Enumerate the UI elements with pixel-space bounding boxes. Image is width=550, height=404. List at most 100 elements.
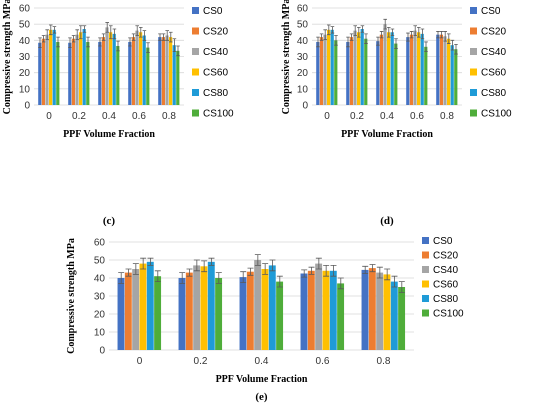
x-tick-label: 0.2 <box>350 111 364 122</box>
y-tick-label: 0 <box>24 101 30 112</box>
x-tick-label: 0.4 <box>102 111 116 122</box>
bar-cs60 <box>79 32 83 105</box>
y-tick-label: 10 <box>297 84 309 95</box>
y-tick-label: 0 <box>302 101 308 112</box>
bar-cs60 <box>109 32 113 105</box>
y-tick-label: 20 <box>94 310 106 321</box>
error-bar <box>98 37 102 47</box>
bar-cs80 <box>112 33 116 105</box>
bar-cs100 <box>424 46 428 105</box>
bar-cs40 <box>376 272 384 350</box>
error-bar <box>52 26 57 34</box>
error-bar <box>454 43 458 55</box>
legend-swatch <box>470 109 477 117</box>
bar-cs60 <box>447 38 451 105</box>
error-bar <box>376 266 383 279</box>
panel-label: (e) <box>255 391 268 403</box>
error-bar <box>71 35 76 43</box>
chart-panel-2: 0 10 20 30 40 50 60 0 0.2 0.4 0.6 0.8 PPF Volume Fra… <box>281 0 512 227</box>
error-bar <box>215 272 222 284</box>
error-bar <box>109 25 113 40</box>
bar-cs60 <box>387 32 391 105</box>
error-bar <box>101 33 106 41</box>
error-bar <box>118 272 125 284</box>
bar-cs80 <box>450 45 454 105</box>
error-bar <box>391 275 398 288</box>
bar-cs0 <box>406 37 410 105</box>
x-tick-label: 0.6 <box>132 111 146 122</box>
bar-cs0 <box>178 278 186 350</box>
legend-label: CS100 <box>203 109 234 120</box>
bar-cs0 <box>98 41 102 105</box>
error-bar <box>142 30 147 41</box>
y-tick-label: 20 <box>297 68 309 79</box>
error-bar <box>346 36 350 48</box>
legend-label: CS20 <box>203 27 228 38</box>
legend-swatch <box>422 266 429 273</box>
y-tick-label: 50 <box>297 20 309 31</box>
bar-cs60 <box>49 29 53 106</box>
legend-swatch <box>422 295 429 302</box>
error-bar <box>269 259 276 272</box>
bar-cs0 <box>158 37 162 105</box>
error-bar <box>128 37 132 47</box>
x-tick-label: 0.4 <box>380 111 394 122</box>
bar-cs60 <box>327 29 331 106</box>
bar-cs80 <box>390 281 398 350</box>
bar-cs40 <box>75 34 79 105</box>
error-bar <box>68 37 72 49</box>
legend-label: CS80 <box>481 88 506 99</box>
y-tick-label: 50 <box>19 20 31 31</box>
error-bar <box>369 264 376 273</box>
bar-cs20 <box>101 37 105 105</box>
x-tick-label: 0.6 <box>410 111 424 122</box>
legend-label: CS40 <box>433 265 458 276</box>
error-bar <box>409 31 414 39</box>
bar-cs60 <box>169 37 173 105</box>
legend-swatch <box>192 109 199 117</box>
bar-cs20 <box>368 268 376 350</box>
bar-cs0 <box>361 269 369 350</box>
x-tick-label: 0.2 <box>194 356 208 367</box>
bar-cs100 <box>334 40 338 106</box>
bar-cs80 <box>52 29 56 106</box>
bar-cs80 <box>146 261 154 350</box>
legend-swatch <box>422 309 429 317</box>
legend-swatch <box>470 27 477 35</box>
x-tick-label: 0.6 <box>316 356 330 367</box>
legend-label: CS100 <box>433 309 464 320</box>
bar-cs20 <box>71 38 75 105</box>
y-tick-label: 30 <box>19 52 31 63</box>
bar-cs20 <box>124 272 132 350</box>
error-bar <box>360 25 365 33</box>
legend-swatch <box>192 89 199 96</box>
bar-cs0 <box>436 34 440 105</box>
error-bar <box>135 25 139 36</box>
bar-cs20 <box>439 34 443 105</box>
error-bar <box>443 31 447 42</box>
error-bar <box>79 25 83 40</box>
legend-swatch <box>470 7 477 14</box>
bar-cs100 <box>176 50 180 105</box>
bar-cs20 <box>319 37 323 105</box>
bar-cs40 <box>135 30 139 106</box>
error-bar <box>179 272 186 284</box>
legend: CS0 CS20 CS40 CS60 CS80 CS100 <box>470 6 512 120</box>
error-bar <box>417 27 421 38</box>
bar-cs40 <box>383 24 387 106</box>
error-bar <box>379 31 384 39</box>
error-bar <box>308 266 315 275</box>
legend-label: CS100 <box>481 109 512 120</box>
bar-cs100 <box>394 43 398 105</box>
bar-cs20 <box>246 271 254 350</box>
legend-swatch <box>470 89 477 96</box>
bar-cs20 <box>349 37 353 105</box>
bar-cs80 <box>172 45 176 105</box>
legend-label: CS60 <box>203 68 228 79</box>
x-tick-label: 0 <box>137 356 143 367</box>
legend: CS0 CS20 CS40 CS60 CS80 CS100 <box>422 236 464 320</box>
bar-cs60 <box>139 32 143 105</box>
bar-cs60 <box>261 269 269 350</box>
legend-label: CS80 <box>433 294 458 305</box>
